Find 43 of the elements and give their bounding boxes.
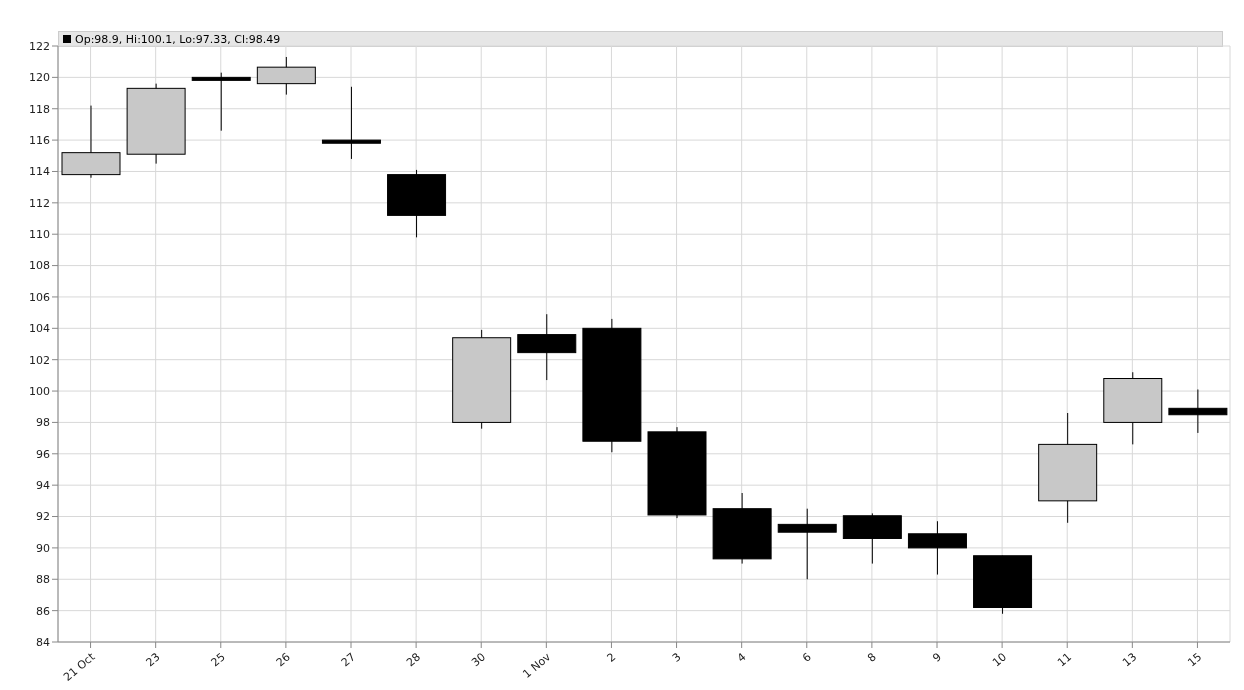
y-tick-label: 86	[36, 604, 50, 618]
y-tick-label: 84	[36, 635, 50, 649]
y-tick-label: 110	[29, 228, 50, 242]
y-tick-label: 98	[36, 416, 50, 430]
x-tick-label: 1 Nov	[520, 650, 554, 681]
y-tick-label: 96	[36, 447, 50, 461]
x-tick-label: 21 Oct	[61, 649, 99, 684]
y-tick-label: 114	[29, 165, 50, 179]
x-tick-label: 11	[1055, 650, 1075, 670]
candlestick	[777, 508, 837, 580]
x-tick-label: 6	[800, 650, 814, 665]
candlestick	[321, 86, 381, 160]
x-tick-label: 4	[734, 650, 749, 665]
x-tick-label: 28	[403, 650, 424, 670]
y-tick-label: 120	[29, 71, 50, 85]
text: Op:98.9, Hi:100.1, Lo:97.33, Cl:98.49	[75, 32, 281, 46]
x-tick-label: 23	[143, 650, 163, 670]
y-tick-label: 92	[36, 510, 50, 524]
x-tick-label: 26	[273, 650, 293, 670]
y-tick-label: 94	[36, 479, 50, 493]
x-tick-label: 8	[865, 650, 879, 665]
y-tick-label: 88	[36, 573, 50, 587]
y-tick-label: 106	[29, 290, 50, 304]
x-tick-label: 3	[669, 650, 684, 665]
x-tick-label: 15	[1185, 650, 1205, 670]
x-tick-label: 25	[208, 650, 228, 670]
y-tick-label: 112	[29, 196, 50, 210]
x-tick-label: 27	[338, 650, 358, 670]
y-tick-label: 118	[29, 102, 50, 116]
y-tick-label: 116	[29, 134, 50, 148]
x-tick-label: 30	[469, 650, 489, 670]
y-tick-label: 90	[36, 541, 50, 555]
x-tick-label: 13	[1120, 650, 1140, 670]
y-tick-label: 100	[29, 384, 50, 398]
y-tick-label: 104	[29, 322, 50, 336]
y-tick-label: 102	[29, 353, 50, 367]
y-tick-label: 108	[29, 259, 50, 273]
x-tick-label: 9	[930, 650, 944, 665]
x-tick-label: 2	[604, 650, 619, 665]
candlestick	[191, 72, 251, 132]
y-tick-label: 122	[29, 39, 50, 53]
candlestick	[1168, 388, 1228, 434]
x-tick-label: 10	[989, 650, 1010, 670]
